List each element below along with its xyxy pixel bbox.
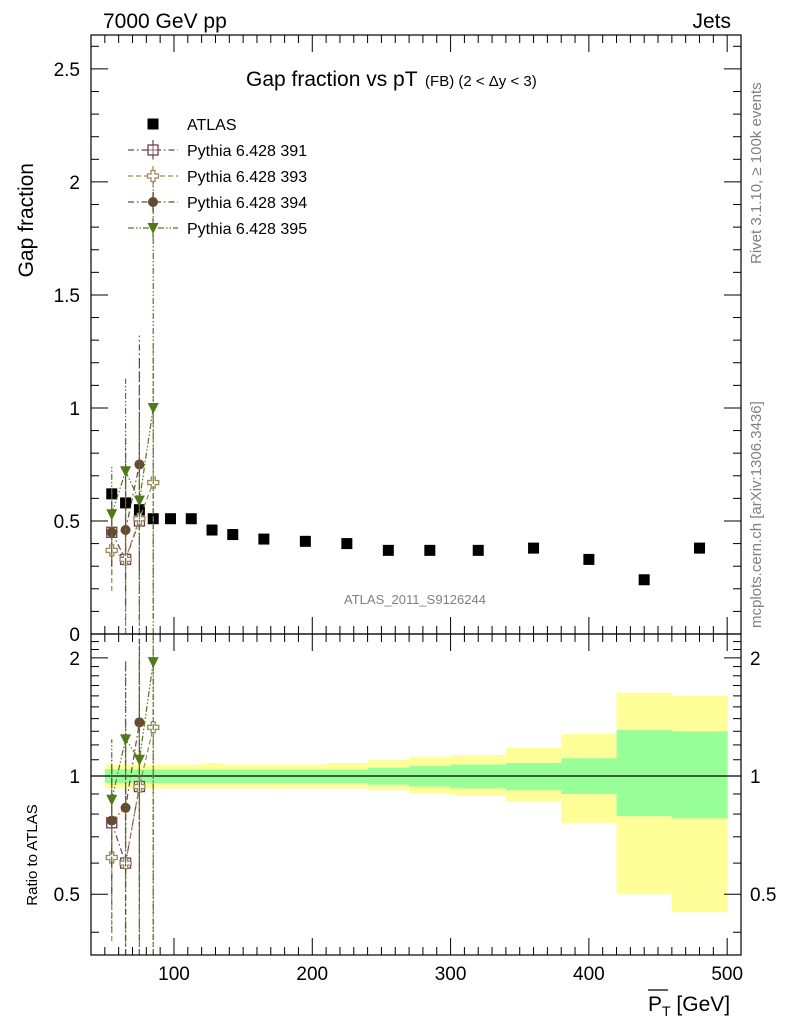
main-data-point bbox=[583, 553, 595, 565]
main-data-point bbox=[424, 544, 436, 556]
main-panel: 0.5 1 1.5 2 2.5 Gap fraction Gap fraction vs… bbox=[15, 34, 742, 646]
stat-band bbox=[671, 731, 728, 819]
legend-marker bbox=[148, 197, 158, 207]
main-subtitle-text: (FB) (2 < Δy < 3) bbox=[425, 73, 537, 90]
watermark-label: ATLAS_2011_S9126244 bbox=[344, 592, 486, 607]
main-y-tick-zero: 0 bbox=[69, 625, 80, 646]
main-data-point bbox=[206, 524, 218, 536]
x-axis-label: PT [GeV] bbox=[648, 989, 730, 1019]
ratio-plot-frame bbox=[90, 633, 742, 956]
legend-label: Pythia 6.428 394 bbox=[187, 195, 307, 212]
main-data-point bbox=[120, 466, 132, 478]
legend-label: Pythia 6.428 395 bbox=[187, 221, 307, 238]
ratio-data-point bbox=[120, 734, 132, 746]
ratio-y-axis-label: Ratio to ATLAS bbox=[24, 804, 41, 905]
legend-entry-3: Pythia 6.428 394 bbox=[128, 192, 307, 212]
legend-marker bbox=[146, 169, 160, 183]
x-tick-label: 500 bbox=[711, 964, 743, 985]
uncertainty-bands bbox=[104, 692, 728, 913]
stat-band bbox=[616, 729, 673, 817]
x-tick-label: 200 bbox=[296, 964, 328, 985]
main-y-tick-label: 1.5 bbox=[54, 286, 80, 307]
legend-entry-1: Pythia 6.428 391 bbox=[128, 140, 307, 160]
ratio-plot-layer: 0.5 0.5 1 1 2 2 100 200 300 400 500 bbox=[54, 634, 776, 985]
main-data-point bbox=[106, 527, 117, 538]
legend-marker-grid bbox=[148, 145, 158, 155]
main-data-point bbox=[694, 542, 706, 554]
main-y-axis-label: Gap fraction bbox=[15, 163, 38, 277]
ratio-data-point bbox=[147, 657, 159, 669]
ratio-y-tick-label-right: 1 bbox=[750, 767, 761, 788]
x-axis-label-sub: T bbox=[662, 1003, 671, 1019]
main-y-tick-label: 2 bbox=[69, 173, 80, 194]
main-data-point bbox=[528, 542, 540, 554]
main-data-point bbox=[638, 574, 650, 586]
legend: ATLAS Pythia 6.428 391 Pythia 6.428 393 Pyt… bbox=[128, 117, 307, 238]
header-left-label: 7000 GeV pp bbox=[103, 10, 227, 33]
main-plot-layer: 0.5 1 1.5 2 2.5 bbox=[54, 35, 741, 634]
legend-marker bbox=[147, 118, 159, 130]
main-y-tick-label: 1 bbox=[69, 399, 80, 420]
main-y-tick-label: 0.5 bbox=[54, 512, 80, 533]
main-y-tick-label: 2.5 bbox=[54, 60, 80, 81]
x-tick-label: 100 bbox=[158, 964, 190, 985]
x-axis-label-text: PT [GeV] bbox=[648, 993, 730, 1019]
ratio-data-point bbox=[134, 717, 145, 728]
legend-label: ATLAS bbox=[187, 117, 237, 134]
ratio-axes: 0.5 0.5 1 1 2 2 100 200 300 400 500 bbox=[54, 634, 776, 985]
main-data-point bbox=[258, 533, 270, 545]
main-data-point bbox=[165, 513, 177, 525]
main-data-point bbox=[147, 402, 159, 414]
legend-entry-4: Pythia 6.428 395 bbox=[128, 218, 307, 238]
main-series-4 bbox=[106, 181, 159, 634]
main-data-point bbox=[227, 529, 239, 541]
rivet-version-label: Rivet 3.1.10, ≥ 100k events bbox=[748, 82, 765, 264]
ratio-y-tick-label-right: 0.5 bbox=[750, 885, 776, 906]
x-tick-label: 300 bbox=[435, 964, 467, 985]
main-data-point bbox=[185, 513, 197, 525]
main-series-line bbox=[111, 407, 154, 515]
legend-entry-0: ATLAS bbox=[147, 117, 237, 134]
main-axes: 0.5 1 1.5 2 2.5 bbox=[54, 35, 741, 634]
ratio-series-line bbox=[111, 662, 154, 800]
main-title: Gap fraction vs pT (FB) (2 < Δy < 3) bbox=[246, 68, 537, 91]
main-series-line bbox=[111, 482, 154, 561]
ratio-series-3 bbox=[106, 634, 159, 955]
legend-marker bbox=[147, 223, 159, 234]
main-data-point bbox=[341, 538, 353, 550]
ratio-y-tick-label-left: 2 bbox=[69, 649, 80, 670]
ratio-data-point bbox=[106, 794, 118, 806]
header-right-label: Jets bbox=[692, 10, 731, 33]
legend-label: Pythia 6.428 393 bbox=[187, 169, 307, 186]
ratio-data-point bbox=[119, 856, 132, 870]
main-series-0 bbox=[106, 488, 706, 586]
ratio-y-tick-label-left: 1 bbox=[69, 767, 80, 788]
x-axis-label-unit: [GeV] bbox=[671, 993, 731, 1016]
ratio-data-point bbox=[120, 802, 131, 813]
ratio-panel: 0.5 0.5 1 1 2 2 100 200 300 400 500 Ratio to ATLAS… bbox=[24, 633, 776, 1019]
mcplots-reference-label: mcplots.cern.ch [arXiv:1306.3436] bbox=[748, 401, 765, 628]
legend-marker bbox=[147, 144, 159, 156]
main-data-point bbox=[133, 495, 145, 507]
main-data-point bbox=[382, 544, 394, 556]
main-data-point bbox=[299, 535, 311, 547]
x-axis-label-main: P bbox=[648, 993, 662, 1016]
legend-entry-2: Pythia 6.428 393 bbox=[128, 166, 307, 186]
main-data-point bbox=[472, 544, 484, 556]
ratio-data-point bbox=[133, 754, 145, 766]
ratio-y-tick-label-left: 0.5 bbox=[54, 885, 80, 906]
ratio-series-line bbox=[111, 727, 154, 864]
x-tick-label: 400 bbox=[573, 964, 605, 985]
legend-label: Pythia 6.428 391 bbox=[187, 143, 307, 160]
ratio-y-tick-label-right: 2 bbox=[750, 649, 761, 670]
main-data-point bbox=[106, 509, 118, 521]
main-title-text: Gap fraction vs pT bbox=[246, 68, 418, 91]
